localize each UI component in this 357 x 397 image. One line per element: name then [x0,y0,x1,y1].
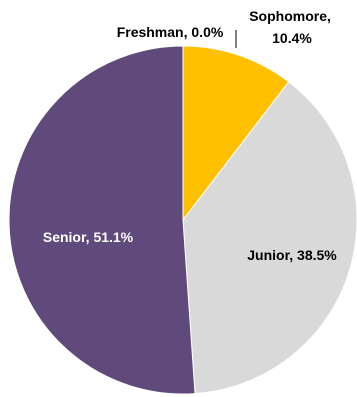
pie-slices [8,45,357,395]
slice-label-sophomore: Sophomore, 10.4% [249,8,335,46]
pie-slice-sophomore [182,45,290,222]
slice-label-freshman-name: Freshman [117,24,184,40]
slice-label-sophomore-value: 10.4% [272,30,312,46]
slice-label-senior: Senior, 51.1% [43,229,134,245]
slice-label-junior-value: 38.5% [297,247,337,263]
slice-label-sophomore-name: Sophomore [249,8,327,24]
slice-label-freshman-value: 0.0% [191,24,223,40]
pie-slice-junior [182,81,357,395]
slice-label-freshman: Freshman, 0.0% [117,24,224,40]
slice-label-junior: Junior, 38.5% [247,247,337,263]
pie-slice-senior [8,45,196,395]
slice-label-junior-name: Junior [247,247,290,263]
pie-labels: Freshman, 0.0% Sophomore, 10.4% Junior, … [43,8,337,263]
slice-label-senior-name: Senior [43,229,87,245]
slice-label-senior-value: 51.1% [93,229,133,245]
